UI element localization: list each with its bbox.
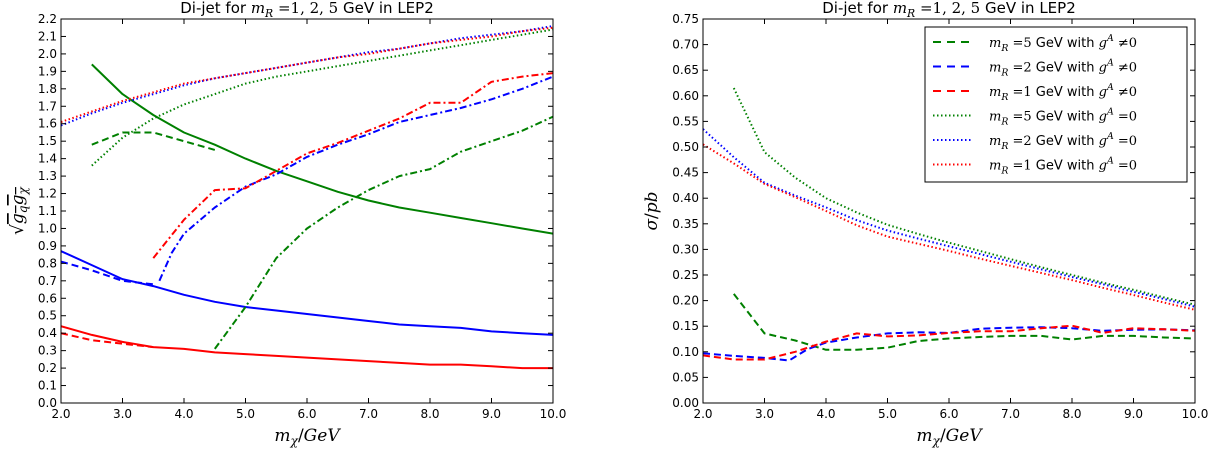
series-group <box>61 25 553 370</box>
x-tick-label: 2.0 <box>693 407 712 421</box>
series-line-dashed-2 <box>703 324 1195 361</box>
x-tick-label: 5.0 <box>236 407 255 421</box>
x-tick-label: 6.0 <box>939 407 958 421</box>
x-tick-label: 3.0 <box>755 407 774 421</box>
series-line-dashdot-9 <box>213 115 553 350</box>
series-line-dotted-3 <box>732 87 1195 306</box>
series-line-solid-1 <box>61 250 553 336</box>
legend-entry: mR​ =1 GeV with gA​ ≠0 <box>989 82 1137 103</box>
y-tick-label: 0.75 <box>672 12 699 26</box>
y-tick-label: 0.65 <box>672 63 699 77</box>
y-tick-label: 0.25 <box>672 268 699 282</box>
y-tick-label: 0.9 <box>38 239 57 253</box>
x-tick-label: 8.0 <box>420 407 439 421</box>
y-tick-label: 2.1 <box>38 29 57 43</box>
chart-title: Di-jet for mR​ =1, 2, 5 GeV in LEP2 <box>180 0 434 20</box>
y-axis-label: √gqgχ​ <box>8 185 30 234</box>
y-tick-label: 0.6 <box>38 291 57 305</box>
legend-entry: mR​ =2 GeV with gA​ ≠0 <box>989 58 1137 79</box>
series-line-dashed-0 <box>733 293 1195 351</box>
right-panel-cross-section: 2.0 3.0 4.0 5.0 6.0 7.0 8.0 9.0 10.0 0.00 0.05 0.10… <box>642 0 1208 448</box>
y-tick-label: 0.30 <box>672 242 699 256</box>
x-tick-label: 7.0 <box>359 407 378 421</box>
legend: mR​ =5 GeV with gA​ ≠0 mR​ =2 GeV with gA… <box>924 26 1188 183</box>
y-tick-label: 0.00 <box>672 396 699 410</box>
y-tick-label: 1.1 <box>38 204 57 218</box>
series-line-dashed-3 <box>91 131 216 151</box>
x-tick-label: 9.0 <box>1124 407 1143 421</box>
series-line-dashed-4 <box>61 260 154 286</box>
y-tick-label: 0.3 <box>38 344 57 358</box>
y-tick-label: 0.40 <box>672 191 699 205</box>
legend-entry: mR​ =5 GeV with gA​ =0 <box>989 107 1137 128</box>
y-tick-label: 1.9 <box>38 64 57 78</box>
legend-entry: mR​ =5 GeV with gA​ ≠0 <box>989 33 1137 54</box>
x-tick-label: 3.0 <box>113 407 132 421</box>
x-tick-label: 6.0 <box>297 407 316 421</box>
y-tick-label: 0.45 <box>672 166 699 180</box>
legend-entry: mR​ =2 GeV with gA​ =0 <box>989 131 1137 152</box>
x-tick-label: 10.0 <box>1182 407 1209 421</box>
y-tick-label: 0.35 <box>672 217 699 231</box>
y-tick-label: 2.2 <box>38 12 57 26</box>
x-axis-label: mχ​/GeV <box>916 426 983 448</box>
left-panel-sqrt-coupling: 2.0 3.0 4.0 5.0 6.0 7.0 8.0 9.0 10.0 0.0 0.1 0.2 0.3… <box>8 0 566 448</box>
y-tick-label: 2.0 <box>38 47 57 61</box>
y-tick-label: 0.55 <box>672 114 699 128</box>
x-tick-label: 8.0 <box>1062 407 1081 421</box>
x-tick-label: 10.0 <box>540 407 567 421</box>
x-tick-label: 5.0 <box>878 407 897 421</box>
legend-entry: mR​ =1 GeV with gA​ =0 <box>989 156 1137 177</box>
y-tick-label: 1.3 <box>38 169 57 183</box>
x-tick-label: 7.0 <box>1001 407 1020 421</box>
axes-frame <box>60 18 554 404</box>
y-tick-label: 0.8 <box>38 256 57 270</box>
y-tick-label: 1.4 <box>38 152 57 166</box>
series-line-dashdot-11 <box>152 72 553 259</box>
x-tick-label: 2.0 <box>51 407 70 421</box>
y-tick-label: 0.15 <box>672 319 699 333</box>
y-tick-label: 0.05 <box>672 370 699 384</box>
y-tick-label: 1.0 <box>38 221 57 235</box>
y-tick-label: 0.0 <box>38 396 57 410</box>
series-line-dotted-6 <box>91 28 553 167</box>
y-tick-label: 0.60 <box>672 89 699 103</box>
y-tick-label: 0.4 <box>38 326 57 340</box>
series-group <box>703 87 1195 362</box>
y-tick-label: 0.20 <box>672 294 699 308</box>
y-tick-label: 1.2 <box>38 187 57 201</box>
chart-title: Di-jet for mR​ =1, 2, 5 GeV in LEP2 <box>822 0 1076 20</box>
series-line-dashed-1 <box>703 326 1195 362</box>
series-line-dotted-8 <box>61 26 553 123</box>
x-tick-label: 4.0 <box>816 407 835 421</box>
y-tick-label: 0.7 <box>38 274 57 288</box>
y-axis-label-text: σ/pb <box>642 191 662 230</box>
y-tick-label: 0.1 <box>38 379 57 393</box>
y-axis-label: σ/pb <box>642 191 662 230</box>
legend-frame <box>924 26 1188 183</box>
y-tick-label: 1.6 <box>38 117 57 131</box>
series-line-dotted-7 <box>61 25 553 127</box>
x-axis-label: mχ​/GeV <box>274 426 341 448</box>
x-tick-label: 9.0 <box>482 407 501 421</box>
series-line-dashed-5 <box>61 332 154 349</box>
series-line-solid-2 <box>61 325 553 370</box>
series-line-dashdot-10 <box>158 75 553 282</box>
y-tick-label: 1.7 <box>38 99 57 113</box>
x-tick-label: 4.0 <box>174 407 193 421</box>
y-tick-label: 0.50 <box>672 140 699 154</box>
y-tick-label: 0.70 <box>672 38 699 52</box>
y-tick-label: 0.2 <box>38 361 57 375</box>
y-tick-label: 0.10 <box>672 345 699 359</box>
y-tick-label: 1.8 <box>38 82 57 96</box>
y-axis-label-text: √gqgχ​ <box>8 185 30 234</box>
y-tick-label: 1.5 <box>38 134 57 148</box>
y-tick-label: 0.5 <box>38 309 57 323</box>
series-line-dotted-4 <box>703 128 1195 308</box>
series-line-solid-0 <box>91 63 553 235</box>
